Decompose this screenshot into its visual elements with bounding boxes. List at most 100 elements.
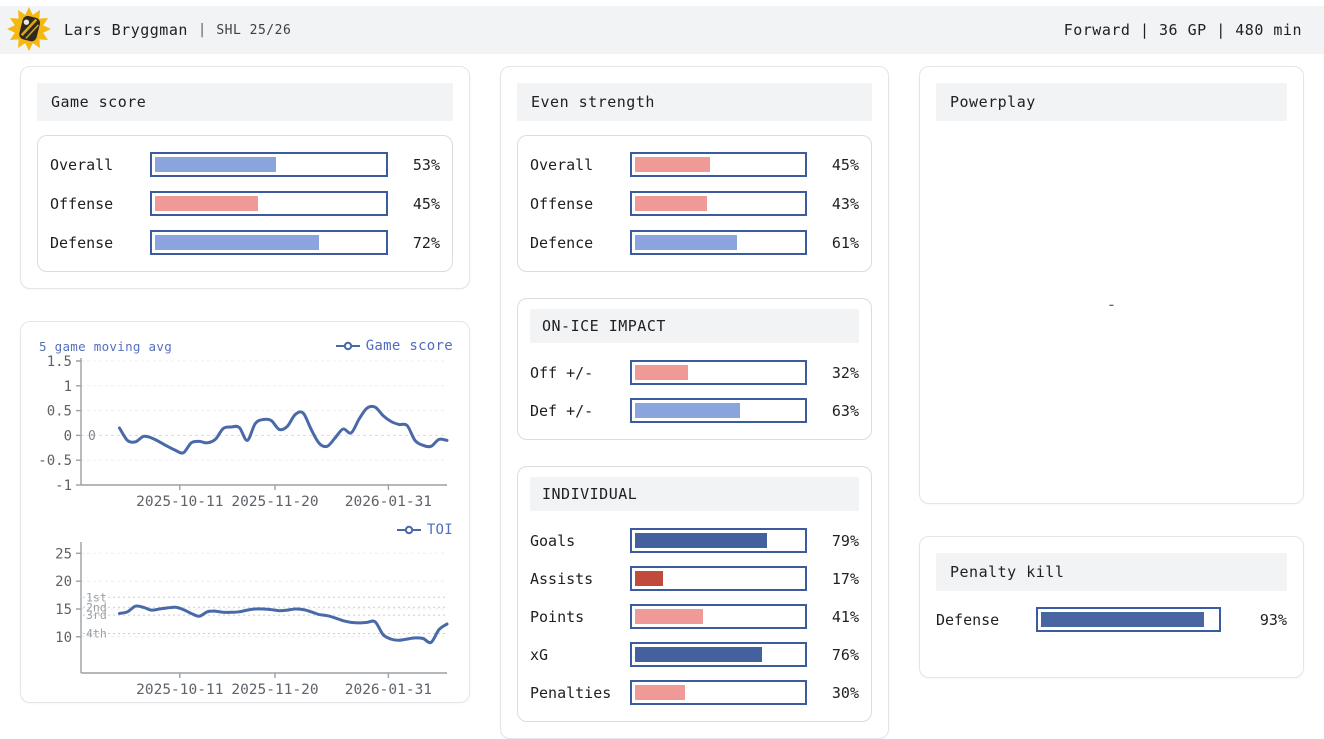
stat-bar-row: xG 76% (530, 642, 859, 667)
svg-text:2025-10-11: 2025-10-11 (136, 494, 223, 510)
stat-label: Goals (530, 531, 576, 550)
stat-bar-fill (635, 235, 737, 250)
toi-chart-head: TOI (35, 516, 455, 538)
stat-value: 17% (831, 569, 859, 588)
even-strength-card: Even strength Overall 45% Offense 43% Defenc… (500, 66, 889, 739)
stat-value: 61% (831, 233, 859, 252)
stat-value: 41% (831, 607, 859, 626)
even-strength-group: Even strength Overall 45% Offense 43% Defenc… (517, 83, 872, 272)
stat-value: 45% (412, 194, 440, 213)
game-score-bars: Overall 53% Offense 45% Defense 72% (37, 135, 453, 272)
stat-bar-fill (635, 403, 741, 418)
stat-bar-track (150, 191, 388, 216)
dashboard: Game score Overall 53% Offense 45% Defense 72… (0, 54, 1324, 739)
stat-bar-track (630, 642, 807, 667)
svg-text:2025-11-20: 2025-11-20 (231, 494, 318, 510)
moving-avg-label: 5 game moving avg (39, 339, 173, 354)
svg-text:-1: -1 (55, 478, 72, 494)
powerplay-card: Powerplay - (919, 66, 1304, 504)
stat-bar-track (630, 528, 807, 553)
svg-text:1st: 1st (86, 590, 107, 604)
stat-label: xG (530, 645, 549, 664)
penalty-kill-title: Penalty kill (936, 553, 1287, 591)
penalty-kill-card: Penalty kill Defense 93% (919, 536, 1304, 678)
stat-label: Off +/- (530, 363, 594, 382)
toi-line-chart[interactable]: 25 20 15 10 1st 2nd 3rd 4th 2025-10-11 2025-11-20… (35, 538, 455, 702)
chart-svg: 1.5 1 0.5 0 -0.5 -1 0 2025-10-11 2025-11-20 2026-… (38, 354, 449, 510)
toi-legend[interactable]: TOI (396, 522, 453, 538)
stat-bar-fill (1041, 612, 1204, 627)
svg-text:2025-11-20: 2025-11-20 (231, 682, 318, 698)
stat-bar-fill (155, 235, 320, 250)
stat-bar-row: Overall 45% (530, 152, 859, 177)
game-score-legend-label: Game score (365, 338, 453, 354)
stat-value: 45% (831, 155, 859, 174)
line-marker-icon (396, 525, 421, 535)
stat-label: Defence (530, 233, 594, 252)
game-score-line-chart[interactable]: 1.5 1 0.5 0 -0.5 -1 0 2025-10-11 2025-11-20 2026-… (35, 354, 455, 516)
stat-bar-row: Off +/- 32% (530, 360, 859, 385)
trend-charts-card: 5 game moving avg Game score 1.5 1 0.5 0 -0.… (20, 321, 470, 703)
on-ice-impact-bars: Off +/- 32% Def +/- 63% (530, 360, 859, 423)
stat-value: 93% (1259, 610, 1287, 629)
player-name: Lars Bryggman (64, 21, 188, 39)
svg-text:3rd: 3rd (86, 608, 107, 622)
on-ice-impact-title: ON-ICE IMPACT (530, 309, 859, 343)
penalty-kill-bars: Defense 93% (936, 591, 1287, 632)
svg-text:1.5: 1.5 (47, 354, 72, 370)
svg-text:4th: 4th (86, 627, 107, 641)
stat-bar-track (630, 398, 807, 423)
stat-value: 43% (831, 194, 859, 213)
stat-bar-row: Defense 93% (936, 607, 1287, 632)
stat-bar-fill (155, 157, 276, 172)
stat-value: 63% (831, 401, 859, 420)
svg-text:25: 25 (55, 546, 72, 562)
stat-bar-fill (635, 571, 664, 586)
powerplay-empty-value: - (1106, 294, 1117, 314)
stat-bar-row: Overall 53% (50, 152, 440, 177)
stat-value: 79% (831, 531, 859, 550)
individual-bars: Goals 79% Assists 17% Points 41% xG 76% Penaltie… (530, 528, 859, 705)
stat-label: Offense (50, 194, 114, 213)
stat-label: Def +/- (530, 401, 594, 420)
stat-bar-track (630, 230, 807, 255)
game-score-legend[interactable]: Game score (335, 338, 453, 354)
stat-bar-track (630, 604, 807, 629)
stat-bar-fill (635, 647, 762, 662)
stat-bar-row: Offense 43% (530, 191, 859, 216)
stat-bar-fill (155, 196, 258, 211)
stat-bar-row: Points 41% (530, 604, 859, 629)
svg-text:10: 10 (55, 630, 72, 646)
powerplay-title: Powerplay (936, 83, 1287, 121)
middle-column: Even strength Overall 45% Offense 43% Defenc… (500, 66, 889, 739)
svg-text:0: 0 (88, 429, 96, 444)
toi-legend-label: TOI (426, 522, 453, 538)
stat-label: Offense (530, 194, 594, 213)
stat-bar-row: Def +/- 63% (530, 398, 859, 423)
left-column: Game score Overall 53% Offense 45% Defense 72… (20, 66, 470, 703)
even-strength-bars: Overall 45% Offense 43% Defence 61% (517, 135, 872, 272)
stat-bar-row: Assists 17% (530, 566, 859, 591)
svg-text:2nd: 2nd (86, 600, 107, 614)
stat-label: Points (530, 607, 585, 626)
stat-bar-track (630, 152, 807, 177)
stat-bar-row: Defense 72% (50, 230, 440, 255)
stat-label: Overall (530, 155, 594, 174)
stat-bar-track (630, 360, 807, 385)
game-score-title: Game score (37, 83, 453, 121)
team-crest-icon (7, 7, 51, 51)
stat-bar-track (630, 566, 807, 591)
stat-bar-track (630, 191, 807, 216)
svg-text:1: 1 (64, 379, 72, 395)
stat-label: Defense (50, 233, 114, 252)
stat-bar-track (1036, 607, 1221, 632)
stat-value: 76% (831, 645, 859, 664)
line-marker-icon (335, 341, 360, 351)
stat-label: Overall (50, 155, 114, 174)
stat-value: 32% (831, 363, 859, 382)
stat-value: 72% (412, 233, 440, 252)
stat-bar-track (150, 230, 388, 255)
stat-label: Defense (936, 610, 1000, 629)
stat-bar-fill (635, 533, 767, 548)
